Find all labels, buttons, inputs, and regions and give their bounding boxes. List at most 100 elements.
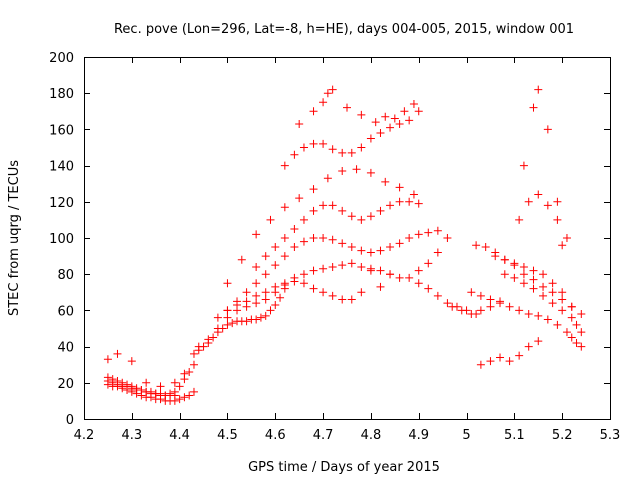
data-point bbox=[467, 310, 476, 319]
data-point bbox=[194, 342, 203, 351]
data-point bbox=[386, 270, 395, 279]
data-point bbox=[486, 357, 495, 366]
data-point bbox=[252, 279, 261, 288]
data-point bbox=[204, 335, 213, 344]
data-point bbox=[515, 351, 524, 360]
data-point bbox=[486, 302, 495, 311]
data-point bbox=[223, 313, 232, 322]
data-point bbox=[543, 125, 552, 134]
data-point bbox=[424, 228, 433, 237]
data-point bbox=[280, 203, 289, 212]
data-point bbox=[261, 270, 270, 279]
data-point bbox=[261, 295, 270, 304]
data-point bbox=[252, 315, 261, 324]
data-point bbox=[414, 230, 423, 239]
data-point bbox=[376, 129, 385, 138]
data-point bbox=[366, 266, 375, 275]
y-tick-label: 160 bbox=[49, 123, 74, 138]
data-point bbox=[534, 337, 543, 346]
data-point bbox=[414, 279, 423, 288]
data-point bbox=[180, 393, 189, 402]
data-point bbox=[223, 306, 232, 315]
data-point bbox=[500, 255, 509, 264]
data-point bbox=[529, 284, 538, 293]
chart-title: Rec. pove (Lon=296, Lat=-8, h=HE), days … bbox=[114, 22, 574, 37]
y-axis-label: STEC from uqrg / TECUs bbox=[7, 160, 22, 316]
x-tick-label: 5 bbox=[462, 428, 470, 443]
data-point bbox=[338, 206, 347, 215]
data-point bbox=[577, 310, 586, 319]
data-point bbox=[175, 395, 184, 404]
data-point bbox=[170, 391, 179, 400]
data-point bbox=[252, 262, 261, 271]
data-point bbox=[156, 389, 165, 398]
data-point bbox=[486, 295, 495, 304]
data-point bbox=[108, 378, 117, 387]
data-point bbox=[548, 288, 557, 297]
data-point bbox=[309, 139, 318, 148]
data-point bbox=[386, 243, 395, 252]
data-point bbox=[457, 306, 466, 315]
data-point bbox=[510, 273, 519, 282]
data-point bbox=[309, 234, 318, 242]
data-point bbox=[357, 215, 366, 224]
data-point bbox=[180, 369, 189, 378]
data-point bbox=[534, 311, 543, 320]
data-point bbox=[328, 235, 337, 244]
data-point bbox=[381, 112, 390, 121]
data-point bbox=[534, 85, 543, 94]
data-point bbox=[405, 197, 414, 206]
data-point bbox=[567, 333, 576, 342]
data-point bbox=[266, 215, 275, 224]
data-point bbox=[343, 103, 351, 112]
data-point bbox=[319, 201, 328, 210]
data-point bbox=[539, 270, 548, 279]
data-point bbox=[127, 384, 136, 393]
data-point bbox=[103, 376, 112, 385]
data-point bbox=[185, 367, 194, 376]
data-point bbox=[242, 297, 251, 306]
data-point bbox=[371, 118, 380, 127]
data-point bbox=[328, 201, 337, 210]
data-point bbox=[123, 382, 132, 391]
data-point bbox=[543, 201, 552, 210]
data-point bbox=[347, 295, 356, 304]
data-point bbox=[175, 382, 184, 391]
data-point bbox=[309, 185, 318, 194]
data-point bbox=[543, 315, 552, 324]
data-point bbox=[319, 234, 328, 242]
data-point bbox=[223, 320, 232, 329]
data-point bbox=[347, 148, 356, 157]
data-point bbox=[467, 288, 476, 297]
data-point bbox=[280, 161, 289, 170]
y-tick-label: 200 bbox=[49, 51, 74, 66]
data-point bbox=[252, 230, 261, 239]
data-point bbox=[481, 243, 490, 252]
data-point bbox=[562, 328, 571, 337]
data-point bbox=[539, 291, 548, 300]
data-point bbox=[357, 246, 366, 255]
data-point bbox=[299, 279, 308, 288]
data-point bbox=[290, 224, 299, 233]
data-point bbox=[299, 143, 308, 152]
data-point bbox=[290, 243, 299, 252]
y-tick-label: 20 bbox=[57, 377, 74, 392]
data-point bbox=[156, 382, 165, 391]
data-point bbox=[433, 226, 442, 235]
data-point bbox=[319, 139, 328, 148]
data-point bbox=[376, 266, 385, 275]
data-point bbox=[357, 262, 366, 271]
y-tick-label: 0 bbox=[66, 413, 74, 428]
data-point bbox=[338, 295, 347, 304]
data-point bbox=[242, 288, 251, 297]
data-point bbox=[252, 299, 261, 308]
data-point bbox=[534, 190, 543, 199]
data-point bbox=[548, 299, 557, 308]
data-point bbox=[505, 357, 514, 366]
data-point bbox=[309, 107, 318, 116]
data-point bbox=[295, 194, 304, 203]
data-point bbox=[185, 391, 194, 400]
data-point bbox=[390, 114, 399, 123]
data-point bbox=[395, 197, 404, 206]
y-tick-label: 40 bbox=[57, 341, 74, 356]
